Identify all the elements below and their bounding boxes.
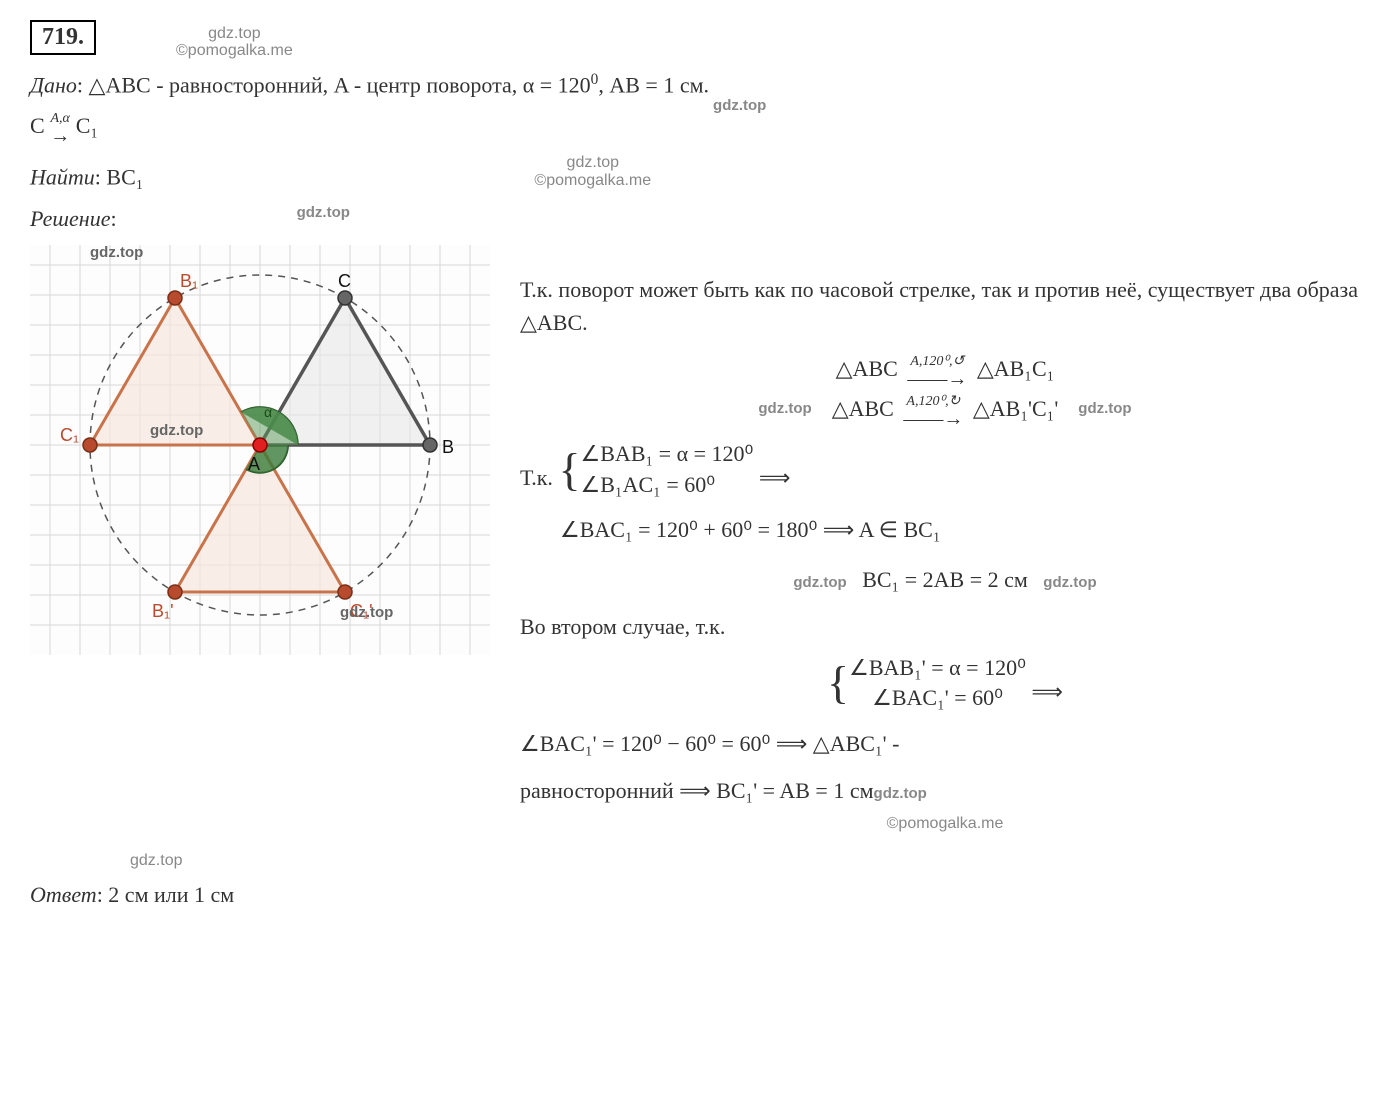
wm-pomogalka: ©pomogalka.me (176, 42, 293, 60)
c1-var: C₁ (76, 113, 98, 138)
bc1-line: gdz.top BC₁ = 2AB = 2 см gdz.top (520, 560, 1370, 600)
svg-text:B₁': B₁' (152, 601, 174, 621)
solution-colon: : (110, 206, 116, 231)
p3-text: равносторонний ⟹ BC₁' = AB = 1 см (520, 778, 874, 803)
answer-text: : 2 см или 1 см (97, 882, 235, 907)
wm-bottom-left: gdz.top (30, 852, 1370, 870)
sol-paragraph-1: Т.к. поворот может быть как по часовой с… (520, 273, 1370, 339)
c-var: C (30, 113, 45, 138)
sol-paragraph-3: равносторонний ⟹ BC₁' = AB = 1 смgdz.top (520, 774, 1370, 807)
given-text-1: : △ABC - равносторонний, A - центр повор… (77, 72, 523, 97)
eq1-right: △AB₁C₁ (977, 356, 1055, 381)
right-column: Т.к. поворот может быть как по часовой с… (520, 245, 1370, 832)
solution-label-line: Решение: gdz.top (30, 202, 1370, 235)
eq2-arrow-top: A,120⁰,↻ (906, 394, 960, 409)
sol-paragraph-2: Во втором случае, т.к. (520, 610, 1370, 643)
svg-text:α: α (264, 404, 272, 420)
alpha-eq: α = 120 (523, 72, 591, 97)
eq2-arrow: A,120⁰,↻ ――→ (903, 393, 963, 429)
sys1-l1: ∠BAB₁ = α = 120⁰ (581, 441, 754, 466)
eq1-arrow: A,120⁰,↺ ――→ (907, 353, 967, 389)
eq1-arrow-sym: ――→ (907, 368, 967, 390)
eq-block-1: △ABC A,120⁰,↺ ――→ △AB₁C₁ gdz.top △ABC A,… (520, 349, 1370, 429)
svg-text:C: C (338, 271, 351, 291)
arrow-bot: → (50, 125, 70, 147)
wm-bc-r: gdz.top (1043, 574, 1096, 591)
svg-text:A: A (248, 454, 260, 474)
wm-gdz-2: gdz.top (567, 154, 619, 171)
bac1p-line: ∠BAC₁' = 120⁰ − 60⁰ = 60⁰ ⟹ △ABC₁' - (520, 724, 1370, 764)
left-column: A B C B₁ C₁ B₁' C₁' α gdz.top gdz.top gd… (30, 245, 490, 655)
transform-arrow: A,α → (50, 110, 70, 146)
solution-label: Решение (30, 206, 110, 231)
svg-text:B: B (442, 437, 454, 457)
system-1: Т.к. { ∠BAB₁ = α = 120⁰ ∠B₁AC₁ = 60⁰ ⟹ (520, 439, 1370, 501)
eq1-left: △ABC (836, 356, 898, 381)
geometry-diagram: A B C B₁ C₁ B₁' C₁' α gdz.top gdz.top gd… (30, 245, 490, 655)
brace-icon-1: { (558, 447, 580, 493)
eq2-right: △AB₁'C₁' (973, 396, 1058, 421)
wm-bc-l: gdz.top (793, 574, 846, 591)
bc1-eq: BC₁ = 2AB = 2 см (862, 567, 1028, 592)
given-line-2: C A,α → C₁ (30, 109, 1370, 146)
brace-icon-2: { (827, 660, 849, 706)
given-label: Дано (30, 72, 77, 97)
sys2-l2: ∠BAC₁' = 60⁰ (872, 685, 1003, 710)
svg-text:B₁: B₁ (180, 271, 198, 291)
implies-1: ⟹ (759, 465, 791, 490)
find-label: Найти (30, 165, 95, 190)
arrow-top: A,α (50, 111, 69, 126)
eq1-arrow-top: A,120⁰,↺ (910, 354, 964, 369)
watermark-top: gdz.top ©pomogalka.me (176, 25, 293, 60)
tk-label: Т.к. (520, 465, 553, 490)
header-row: 719. gdz.top ©pomogalka.me (30, 20, 1370, 60)
diagram-svg: A B C B₁ C₁ B₁' C₁' α (30, 245, 490, 655)
eq2-left: △ABC (832, 396, 894, 421)
wm-gdz-right: gdz.top (713, 95, 766, 118)
wm-pom-2: ©pomogalka.me (534, 172, 651, 189)
ab-eq: , AB = 1 см. (598, 72, 709, 97)
answer-label: Ответ (30, 882, 97, 907)
sys1-l2: ∠B₁AC₁ = 60⁰ (581, 472, 716, 497)
wm-diag-3: gdz.top (340, 605, 393, 620)
implies-2: ⟹ (1031, 678, 1063, 703)
sys2-l1: ∠BAB₁' = α = 120⁰ (849, 655, 1026, 680)
content-row: A B C B₁ C₁ B₁' C₁' α gdz.top gdz.top gd… (30, 245, 1370, 832)
wm-gdz-3: gdz.top (297, 202, 350, 235)
wm-eq-right: gdz.top (1078, 395, 1131, 422)
wm-diag-1: gdz.top (90, 245, 143, 260)
watermark-mid: gdz.top ©pomogalka.me (534, 154, 651, 189)
wm-p3: gdz.top (874, 785, 927, 802)
wm-bottom-right: ©pomogalka.me (520, 815, 1370, 833)
wm-diag-2: gdz.top (150, 423, 203, 438)
answer-line: Ответ: 2 см или 1 см (30, 878, 1370, 911)
find-text: : BC₁ (95, 165, 144, 190)
wm-gdz: gdz.top (176, 25, 293, 43)
given-line-1: Дано: △ABC - равносторонний, A - центр п… (30, 68, 1370, 101)
svg-text:C₁: C₁ (60, 425, 79, 445)
wm-eq-left: gdz.top (758, 395, 811, 422)
bac1-line: ∠BAC₁ = 120⁰ + 60⁰ = 180⁰ ⟹ A ∈ BC₁ (520, 510, 1370, 550)
find-line: Найти: BC₁ gdz.top ©pomogalka.me (30, 154, 1370, 194)
problem-number: 719. (30, 20, 96, 55)
eq2-arrow-sym: ――→ (903, 408, 963, 430)
system-2: { ∠BAB₁' = α = 120⁰ ∠BAC₁' = 60⁰ ⟹ (520, 653, 1370, 715)
